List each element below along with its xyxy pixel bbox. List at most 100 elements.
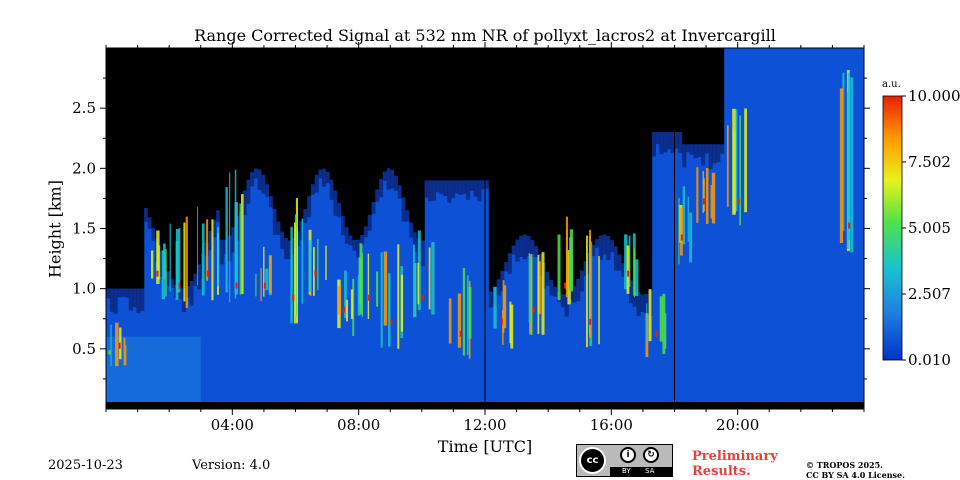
- noise-transition: [617, 254, 622, 271]
- cloud-streak: [586, 235, 588, 348]
- copyright-notice: © TROPOS 2025. CC BY SA 4.0 License.: [806, 460, 905, 480]
- noise-transition: [659, 132, 664, 154]
- no-signal-column: [386, 48, 391, 169]
- no-signal-column: [261, 48, 266, 176]
- cloud-streak: [648, 289, 652, 342]
- cloud-streak: [123, 337, 126, 366]
- noise-transition: [140, 288, 145, 311]
- noise-transition: [143, 208, 149, 222]
- no-signal-column: [716, 48, 721, 145]
- no-signal-column: [704, 48, 709, 145]
- no-signal-column: [276, 48, 281, 222]
- cloud-streak: [847, 72, 850, 241]
- no-signal-column: [409, 48, 414, 223]
- cloud-core: [368, 294, 371, 301]
- noise-transition: [363, 226, 368, 238]
- cloud-streak: [598, 256, 600, 345]
- cloud-streak: [301, 218, 304, 304]
- noise-transition: [522, 234, 528, 260]
- no-signal-column: [204, 48, 209, 243]
- cc-license-badge[interactable]: cc i ↻ BY SA: [576, 444, 673, 477]
- noise-transition: [117, 288, 122, 298]
- y-axis-label: Height [km]: [45, 180, 65, 278]
- noise-transition: [352, 240, 357, 251]
- no-signal-column: [136, 48, 141, 289]
- no-signal-column: [693, 48, 698, 145]
- noise-transition: [401, 197, 406, 222]
- noise-transition: [231, 227, 236, 253]
- noise-transition: [530, 240, 535, 255]
- cloud-streak: [680, 207, 683, 256]
- noise-transition: [553, 287, 558, 297]
- cloud-streak: [383, 251, 388, 326]
- noise-transition: [704, 144, 709, 154]
- no-signal-column: [200, 48, 205, 254]
- cloud-streak: [313, 247, 315, 296]
- noise-transition: [284, 238, 289, 259]
- noise-transition: [250, 172, 255, 187]
- noise-transition: [485, 180, 490, 189]
- no-signal-column: [477, 48, 482, 181]
- no-signal-column: [147, 48, 152, 218]
- cloud-streak: [541, 252, 545, 335]
- noise-transition: [322, 168, 327, 187]
- no-signal-column: [299, 48, 304, 222]
- no-signal-column: [655, 48, 660, 133]
- noise-transition: [382, 171, 387, 181]
- noise-transition: [507, 253, 512, 274]
- date-label: 2025-10-23: [48, 458, 123, 473]
- cloud-streak: [739, 115, 741, 226]
- no-signal-column: [117, 48, 122, 289]
- noise-transition: [697, 144, 702, 157]
- no-signal-column: [576, 48, 581, 279]
- noise-transition: [333, 190, 338, 216]
- no-signal-column: [178, 48, 183, 289]
- no-signal-column: [253, 48, 258, 169]
- cloud-streak: [732, 108, 736, 215]
- no-signal-column: [439, 48, 444, 181]
- y-tick-label: 1.0: [72, 280, 96, 298]
- noise-transition: [197, 264, 202, 290]
- cloud-streak: [417, 263, 419, 305]
- share-alike-icon: ↻: [643, 447, 659, 463]
- noise-transition: [378, 178, 384, 198]
- no-signal-column: [606, 48, 611, 237]
- no-signal-column: [257, 48, 262, 170]
- cc-icon: cc: [579, 447, 606, 474]
- no-signal-column: [701, 48, 706, 145]
- cloud-core: [532, 306, 535, 313]
- noise-transition: [591, 245, 596, 257]
- version-label: Version: 4.0: [192, 458, 271, 473]
- noise-transition: [159, 251, 164, 277]
- no-signal-column: [473, 48, 478, 181]
- cloud-streak: [206, 219, 209, 281]
- colorbar-ticks: 10.000 7.502 5.005 2.507 0.010: [902, 87, 960, 369]
- no-signal-column: [284, 48, 289, 239]
- no-signal-column: [591, 48, 596, 246]
- noise-transition: [125, 288, 130, 298]
- noise-transition: [397, 185, 402, 199]
- no-signal-column: [250, 48, 255, 172]
- cloud-streak: [569, 229, 574, 292]
- noise-transition: [367, 214, 372, 231]
- no-signal-column: [522, 48, 528, 235]
- no-signal-column: [579, 48, 584, 271]
- noise-transition: [503, 262, 509, 272]
- noise-transition: [560, 294, 565, 308]
- noise-transition: [511, 245, 516, 255]
- cloud-streak: [530, 257, 533, 335]
- no-signal-column: [143, 48, 149, 208]
- cloud-streak: [706, 168, 709, 224]
- noise-transition: [287, 240, 293, 260]
- cloud-core: [421, 294, 424, 301]
- noise-transition: [670, 132, 675, 153]
- no-signal-column: [272, 48, 277, 210]
- noise-transition: [655, 132, 660, 145]
- noise-transition: [621, 263, 626, 277]
- no-signal-column: [594, 48, 600, 240]
- noise-transition: [136, 288, 141, 314]
- cloud-streak: [239, 203, 242, 295]
- noise-transition: [689, 144, 694, 155]
- no-signal-column: [462, 48, 467, 181]
- no-signal-column: [492, 48, 497, 287]
